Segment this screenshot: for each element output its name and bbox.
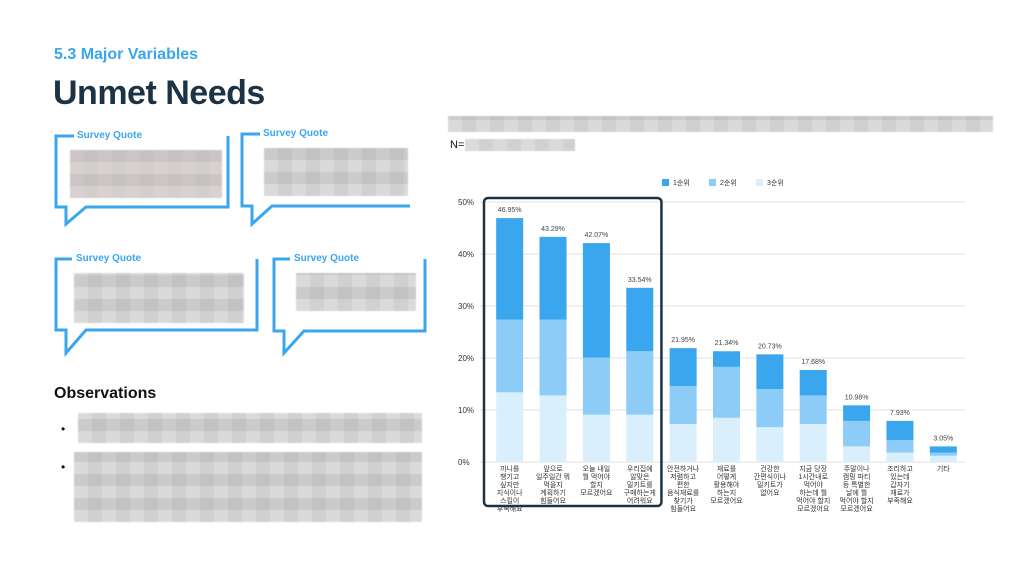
y-tick-label: 40% — [458, 250, 474, 259]
category-label: 오늘 내일 뭘 먹어야 할지 모르겠어요 — [580, 464, 613, 497]
speech-bubble-icon — [272, 257, 427, 357]
data-label: 21.34% — [715, 340, 739, 347]
data-label: 20.73% — [758, 343, 782, 350]
legend-label: 2순위 — [720, 179, 737, 187]
observations-title: Observations — [54, 385, 157, 402]
bullet-marker: • — [61, 460, 66, 474]
bar-segment — [713, 366, 740, 418]
bar-segment — [626, 414, 654, 462]
category-label: 안전하거나 저렴하고 편한 음식재료를 찾기가 힘들어요 — [667, 464, 700, 513]
bar-segment — [539, 236, 567, 320]
y-tick-label: 50% — [458, 198, 474, 207]
bar-segment — [756, 389, 784, 428]
bar-segment — [582, 414, 610, 462]
bar-segment — [626, 351, 654, 415]
redacted-observation — [74, 452, 422, 522]
category-label: 조리하고 있는데 갑자기 재료가 부족해요 — [887, 464, 913, 505]
y-tick-label: 30% — [458, 302, 474, 311]
section-kicker: 5.3 Major Variables — [54, 46, 199, 63]
category-label: 끼니를 챙기고 싶지만 지식이나 스킬이 부족해요 — [497, 464, 523, 513]
bar-segment — [843, 405, 871, 421]
data-label: 17.68% — [801, 359, 825, 366]
redacted-observation — [78, 413, 422, 443]
category-label: 재료를 어떻게 활용해야 하는지 모르겠어요 — [710, 465, 743, 505]
redacted-sample-size — [465, 139, 575, 151]
category-label: 앞으로 일주일간 뭐 먹을지 계획하기 힘들어요 — [536, 465, 570, 505]
bar-segment — [713, 351, 740, 367]
bar-segment — [886, 452, 914, 462]
data-label: 46.95% — [498, 207, 522, 214]
bar-segment — [539, 319, 567, 396]
y-tick-label: 20% — [458, 354, 474, 363]
quote-bubble-1: Survey Quote — [52, 130, 232, 230]
highlight-box — [482, 196, 663, 508]
bar-segment — [669, 424, 697, 462]
bar-segment — [929, 446, 957, 453]
redacted-quote-text — [296, 273, 416, 311]
category-label: 우리집에 알맞은 밀키트를 구매하는게 어려워요 — [624, 464, 656, 505]
redacted-quote-text — [70, 150, 222, 198]
bar-segment — [756, 354, 784, 390]
bar-segment — [713, 417, 740, 462]
category-label: 지금 당장 1시간내로 먹어야 하는데 뭘 먹어야 할지 모르겠어요 — [796, 464, 830, 513]
legend-label: 3순위 — [767, 179, 784, 187]
quote-bubble-4: Survey Quote — [270, 253, 430, 358]
quote-label: Survey Quote — [263, 128, 329, 139]
data-label: 42.07% — [585, 232, 609, 239]
bar-segment — [626, 287, 654, 352]
data-label: 3.05% — [933, 435, 953, 442]
bar-segment — [929, 455, 957, 462]
category-label: 건강한 간편식이나 밀키트가 없어요 — [754, 464, 787, 497]
bar-segment — [756, 427, 784, 462]
quote-bubble-2: Survey Quote — [238, 128, 413, 230]
quote-bubble-3: Survey Quote — [52, 253, 262, 358]
speech-bubble-icon — [240, 132, 410, 228]
bar-segment — [669, 348, 697, 387]
legend-swatch — [662, 179, 669, 186]
bullet-marker: • — [61, 422, 66, 436]
bar-segment — [886, 440, 914, 453]
bar-segment — [539, 395, 567, 462]
quote-label: Survey Quote — [76, 253, 142, 264]
bar-segment — [582, 243, 610, 358]
redacted-chart-title — [448, 116, 993, 132]
speech-bubble-icon — [54, 134, 230, 228]
bar-segment — [496, 319, 524, 393]
bar-segment — [669, 386, 697, 425]
bar-segment — [886, 420, 914, 441]
y-tick-label: 10% — [458, 406, 474, 415]
legend-swatch — [756, 179, 763, 186]
sample-size-label: N= — [450, 139, 465, 151]
bar-segment — [843, 420, 871, 447]
legend-label: 1순위 — [673, 179, 690, 187]
legend-swatch — [709, 179, 716, 186]
bar-segment — [799, 424, 827, 462]
bar-segment — [929, 452, 957, 456]
redacted-quote-text — [264, 148, 408, 196]
data-label: 33.54% — [628, 277, 652, 284]
category-label: 주말이나 캠핑 파티 등 특별한 날에 뭘 먹어야 할지 모르겠어요 — [840, 464, 874, 513]
quote-label: Survey Quote — [77, 130, 143, 141]
bar-segment — [799, 395, 827, 425]
data-label: 7.93% — [890, 410, 910, 417]
data-label: 43.29% — [541, 226, 565, 233]
category-label: 기타 — [937, 464, 950, 473]
bar-segment — [843, 446, 871, 462]
y-tick-label: 0% — [458, 458, 470, 467]
bar-segment — [799, 369, 827, 396]
page-title: Unmet Needs — [53, 74, 265, 112]
stacked-bar-chart: 0% 10% 20% 30% 40% 50% 1순위 2순위 3순위 46.95% 끼니를 챙기고 싶지… — [458, 179, 965, 513]
bar-segment — [496, 218, 524, 320]
quote-label: Survey Quote — [294, 253, 360, 264]
redacted-quote-text — [74, 273, 244, 323]
bar-segment — [496, 392, 524, 462]
data-label: 21.95% — [671, 337, 695, 344]
data-label: 10.98% — [845, 394, 869, 401]
speech-bubble-icon — [54, 257, 259, 358]
bar-segment — [582, 357, 610, 415]
